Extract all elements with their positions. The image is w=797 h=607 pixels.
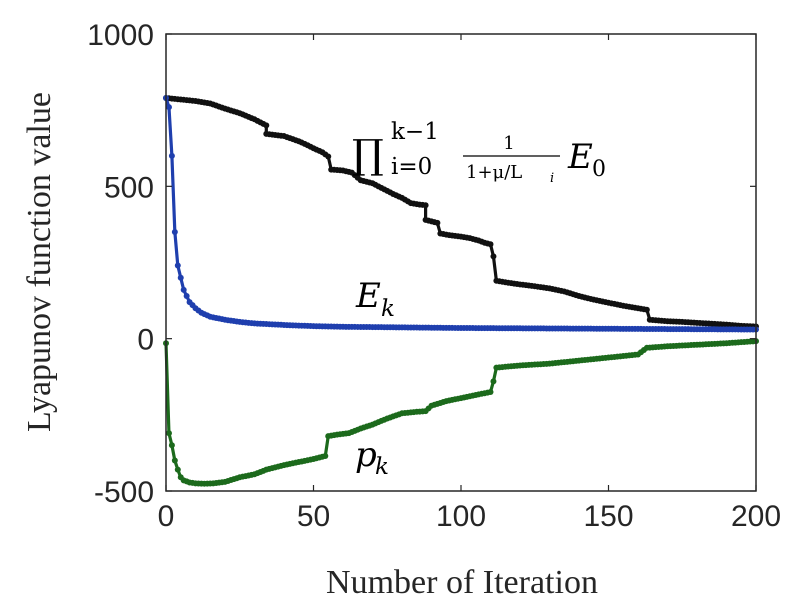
data-point-E_k	[180, 286, 187, 293]
x-tick-label: 150	[583, 500, 633, 533]
data-point-p_k	[168, 442, 175, 449]
data-point-p_k	[490, 378, 497, 385]
y-axis-title: Lyapunov function value	[21, 92, 58, 432]
y-tick-label: 500	[104, 171, 154, 204]
data-point-E_k	[174, 262, 181, 269]
fraction-denominator: 1+μ/L	[466, 162, 522, 183]
y-tick-label: 0	[137, 324, 154, 357]
series-p_k	[163, 338, 759, 487]
data-point-p_k	[165, 430, 172, 437]
series-prod_bound	[163, 94, 759, 330]
fraction-numerator: 1	[503, 133, 514, 154]
data-point-prod_bound	[325, 153, 332, 160]
e0-main: E	[567, 137, 593, 177]
data-point-E_k	[168, 152, 175, 159]
data-point-p_k	[487, 388, 494, 395]
product-superscript: k−1	[391, 119, 439, 145]
product-subscript: i=0	[391, 154, 432, 180]
data-point-prod_bound	[434, 219, 441, 226]
data-point-E_k	[165, 104, 172, 111]
annotation-energy: E k	[355, 276, 395, 322]
ek-subscript: k	[381, 296, 395, 322]
data-point-E_k	[183, 293, 190, 300]
product-symbol: ∏	[352, 132, 384, 178]
fraction-denominator-subscript: i	[550, 171, 554, 186]
data-point-p_k	[322, 452, 329, 459]
data-point-prod_bound	[490, 253, 497, 260]
pk-subscript: k	[375, 454, 389, 480]
series-layer	[163, 94, 759, 487]
y-tick-label: 1000	[87, 19, 154, 52]
x-tick-label: 0	[158, 500, 175, 533]
data-point-E_k	[177, 274, 184, 281]
x-tick-label: 100	[436, 500, 486, 533]
ek-main: E	[355, 276, 381, 316]
x-tick-label: 200	[731, 500, 781, 533]
y-tick-label: -500	[94, 476, 154, 509]
data-point-p_k	[171, 457, 178, 464]
data-point-prod_bound	[263, 122, 270, 129]
annotation-potential: p k	[355, 435, 389, 480]
data-point-prod_bound	[487, 241, 494, 248]
pk-main: p	[355, 435, 377, 475]
data-point-prod_bound	[643, 306, 650, 313]
x-tick-label: 50	[297, 500, 330, 533]
x-axis-title: Number of Iteration	[326, 564, 598, 601]
data-point-E_k	[171, 229, 178, 236]
e0-subscript: 0	[592, 157, 606, 182]
series-E_k	[163, 94, 759, 333]
data-point-p_k	[174, 466, 181, 473]
annotation-product-bound: ∏ k−1 i=0 1 1+μ/L i E 0	[352, 119, 606, 186]
data-point-prod_bound	[422, 202, 429, 209]
